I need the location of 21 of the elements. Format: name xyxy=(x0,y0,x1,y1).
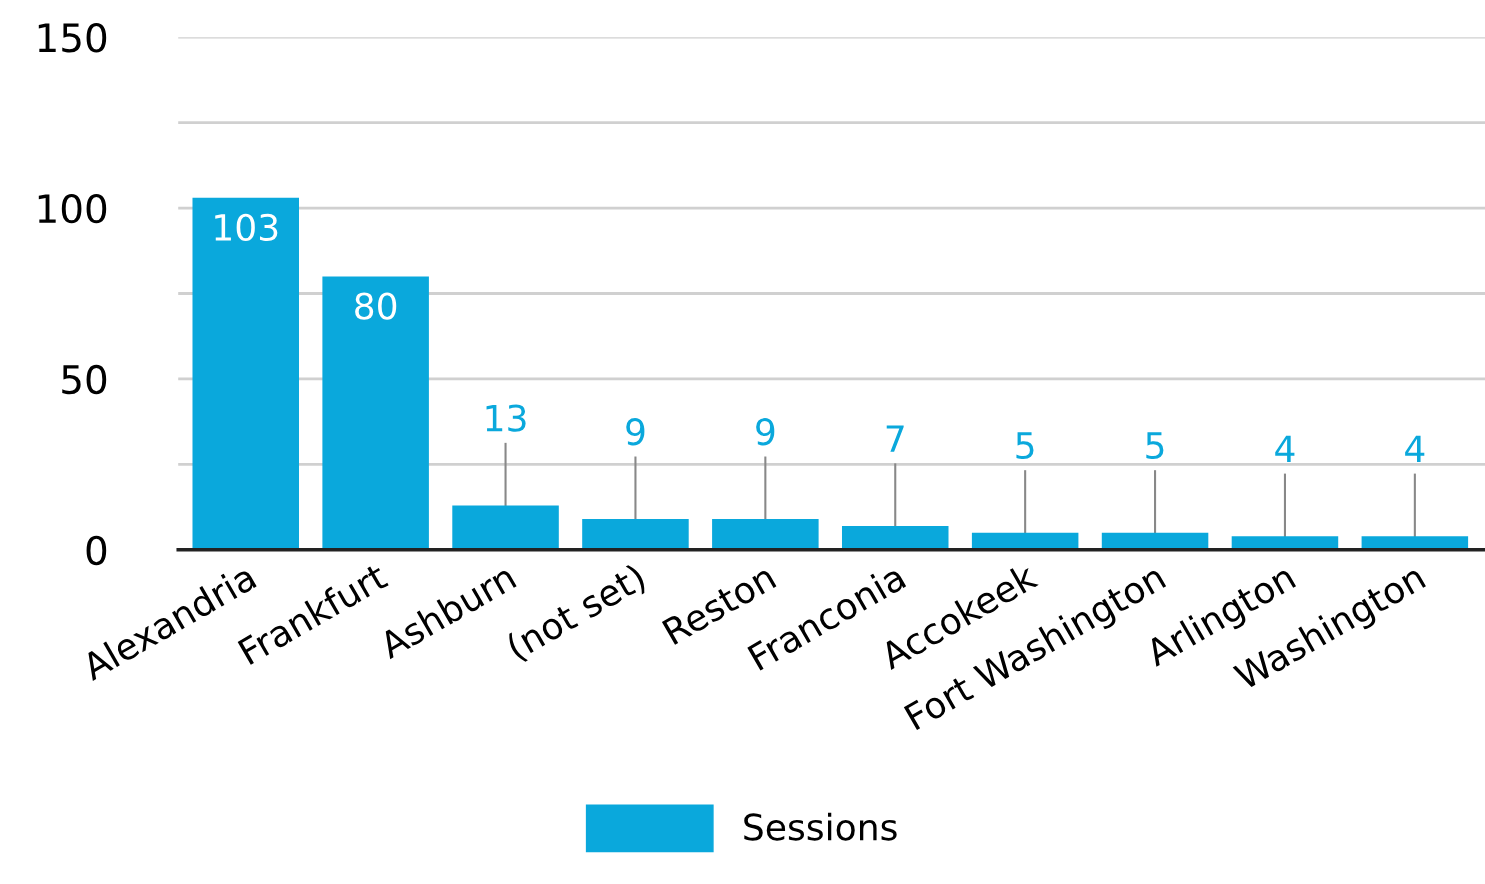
bar xyxy=(841,525,949,550)
y-tick-label: 150 xyxy=(38,23,107,53)
bar xyxy=(582,519,689,550)
bar xyxy=(322,276,429,550)
legend-label: Sessions xyxy=(744,812,897,841)
bar xyxy=(712,519,819,550)
data-label: 9 xyxy=(626,418,645,446)
data-label: 80 xyxy=(355,292,397,320)
y-tick-label: 50 xyxy=(62,364,107,395)
data-label: 4 xyxy=(1405,435,1425,463)
data-label: 13 xyxy=(486,404,526,432)
data-label: 103 xyxy=(215,213,278,242)
data-label: 7 xyxy=(886,425,904,452)
y-tick-label: 0 xyxy=(86,535,107,566)
data-label: 5 xyxy=(1146,432,1164,460)
data-label: 4 xyxy=(1275,435,1295,463)
data-label: 5 xyxy=(1016,432,1034,460)
y-tick-label: 100 xyxy=(38,193,107,224)
bar xyxy=(192,197,300,550)
data-label: 9 xyxy=(756,418,775,446)
bar xyxy=(452,505,559,550)
